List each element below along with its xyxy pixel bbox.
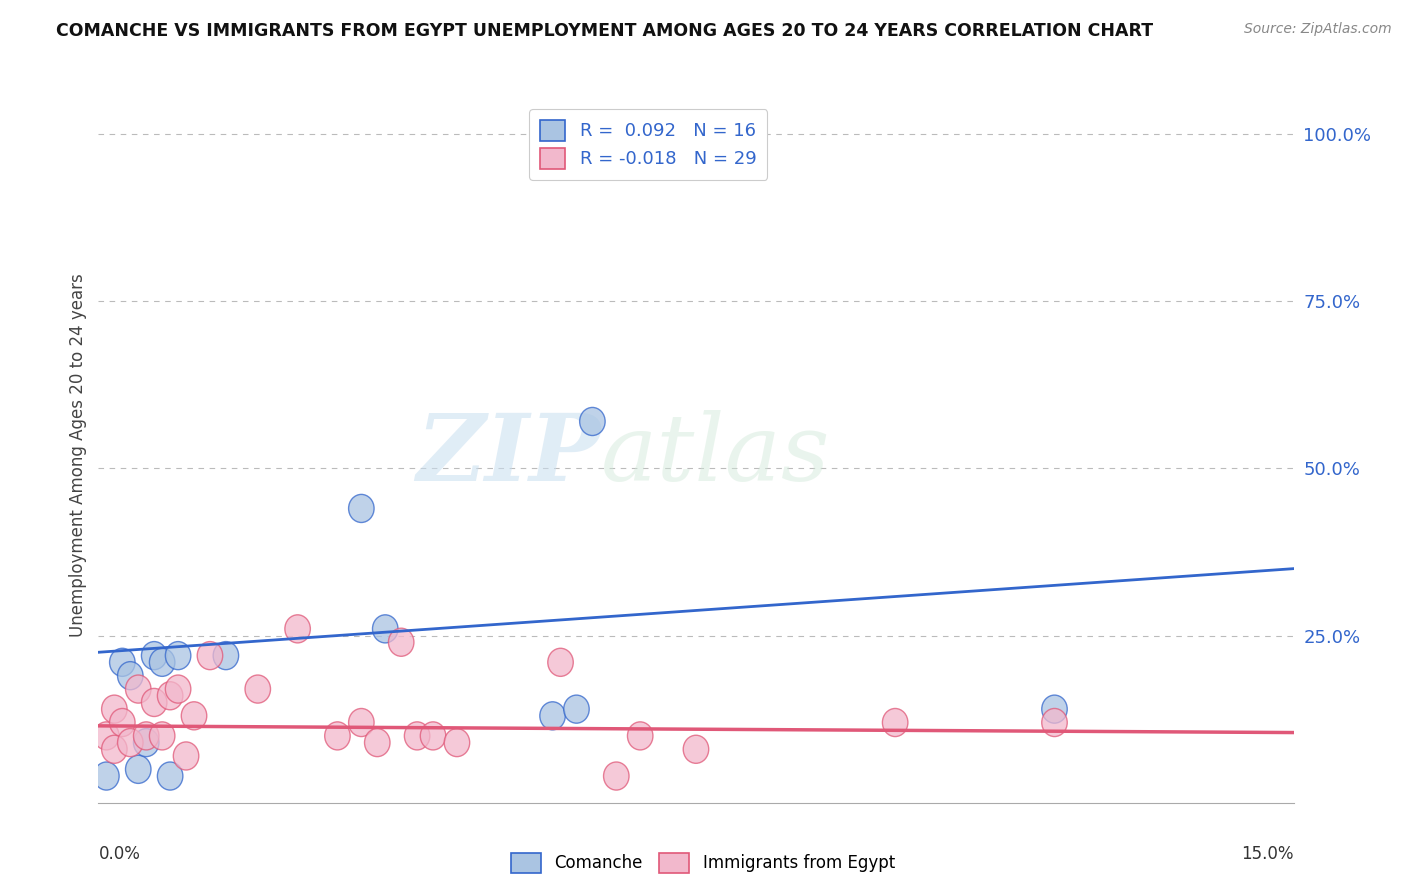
Ellipse shape <box>603 762 628 790</box>
Ellipse shape <box>564 695 589 723</box>
Ellipse shape <box>540 702 565 730</box>
Ellipse shape <box>125 675 150 703</box>
Ellipse shape <box>142 641 167 670</box>
Ellipse shape <box>173 742 198 770</box>
Ellipse shape <box>214 641 239 670</box>
Ellipse shape <box>683 735 709 764</box>
Ellipse shape <box>197 641 222 670</box>
Y-axis label: Unemployment Among Ages 20 to 24 years: Unemployment Among Ages 20 to 24 years <box>69 273 87 637</box>
Ellipse shape <box>388 628 413 657</box>
Ellipse shape <box>134 722 159 750</box>
Ellipse shape <box>149 722 174 750</box>
Ellipse shape <box>166 641 191 670</box>
Ellipse shape <box>245 675 270 703</box>
Ellipse shape <box>134 729 159 756</box>
Ellipse shape <box>373 615 398 643</box>
Ellipse shape <box>420 722 446 750</box>
Ellipse shape <box>285 615 311 643</box>
Ellipse shape <box>94 722 120 750</box>
Ellipse shape <box>325 722 350 750</box>
Ellipse shape <box>349 708 374 737</box>
Ellipse shape <box>157 762 183 790</box>
Text: Source: ZipAtlas.com: Source: ZipAtlas.com <box>1244 22 1392 37</box>
Ellipse shape <box>1042 708 1067 737</box>
Text: atlas: atlas <box>600 410 830 500</box>
Legend: R =  0.092   N = 16, R = -0.018   N = 29: R = 0.092 N = 16, R = -0.018 N = 29 <box>529 109 768 179</box>
Text: ZIP: ZIP <box>416 410 600 500</box>
Ellipse shape <box>883 708 908 737</box>
Ellipse shape <box>142 689 167 716</box>
Legend: Comanche, Immigrants from Egypt: Comanche, Immigrants from Egypt <box>505 847 901 880</box>
Ellipse shape <box>118 662 143 690</box>
Ellipse shape <box>627 722 652 750</box>
Ellipse shape <box>166 675 191 703</box>
Ellipse shape <box>94 762 120 790</box>
Ellipse shape <box>110 708 135 737</box>
Ellipse shape <box>405 722 430 750</box>
Ellipse shape <box>118 729 143 756</box>
Text: 0.0%: 0.0% <box>98 845 141 863</box>
Ellipse shape <box>548 648 574 676</box>
Ellipse shape <box>349 494 374 523</box>
Ellipse shape <box>1042 695 1067 723</box>
Ellipse shape <box>149 648 174 676</box>
Text: 15.0%: 15.0% <box>1241 845 1294 863</box>
Text: COMANCHE VS IMMIGRANTS FROM EGYPT UNEMPLOYMENT AMONG AGES 20 TO 24 YEARS CORRELA: COMANCHE VS IMMIGRANTS FROM EGYPT UNEMPL… <box>56 22 1153 40</box>
Ellipse shape <box>579 408 605 435</box>
Ellipse shape <box>125 756 150 783</box>
Ellipse shape <box>101 735 127 764</box>
Ellipse shape <box>110 648 135 676</box>
Ellipse shape <box>364 729 389 756</box>
Ellipse shape <box>157 681 183 710</box>
Ellipse shape <box>181 702 207 730</box>
Ellipse shape <box>444 729 470 756</box>
Ellipse shape <box>101 695 127 723</box>
